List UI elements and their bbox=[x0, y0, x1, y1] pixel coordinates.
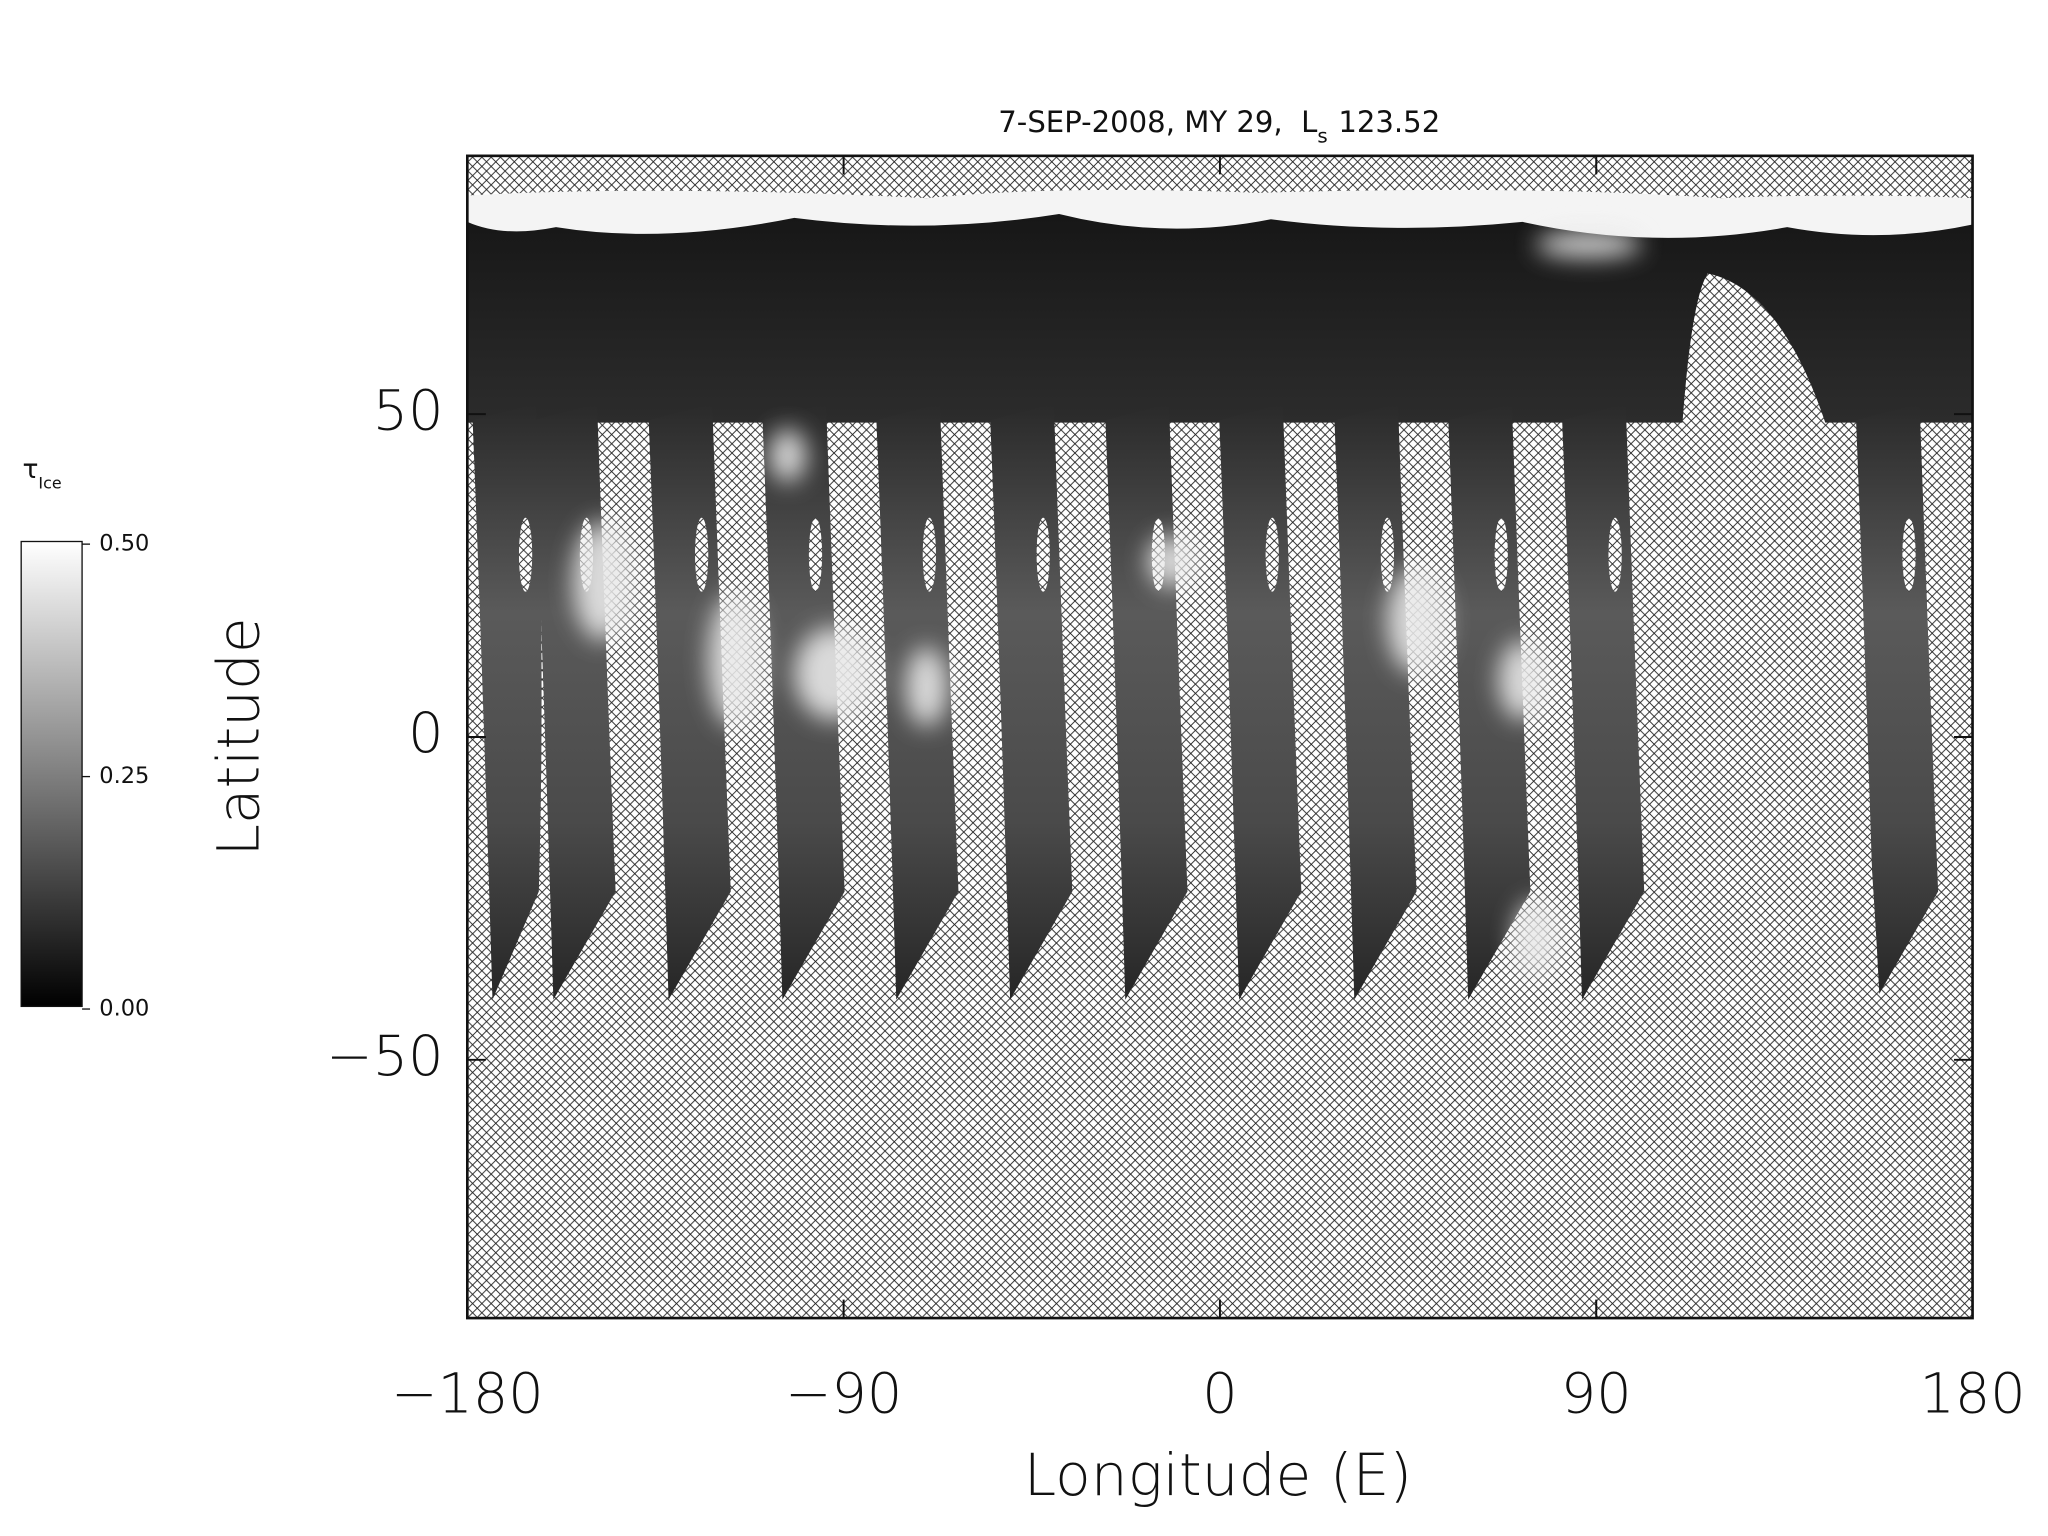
chart-title: 7-SEP-2008, MY 29, Ls 123.52 bbox=[998, 105, 1440, 148]
x-tick-label: 90 bbox=[1561, 1362, 1632, 1427]
colorbar-tick-label: 0.25 bbox=[99, 763, 149, 789]
colorbar-tick-label: 0.00 bbox=[99, 996, 149, 1022]
x-tick-label: 180 bbox=[1919, 1362, 2025, 1427]
colorbar-tick-label: 0.50 bbox=[99, 531, 149, 557]
y-axis-title: Latitude bbox=[204, 617, 272, 856]
x-tick-label: −180 bbox=[391, 1362, 544, 1427]
x-tick-label: 0 bbox=[1202, 1362, 1237, 1427]
y-tick-label: 0 bbox=[408, 701, 443, 766]
x-tick-label: −90 bbox=[785, 1362, 902, 1427]
map-image bbox=[467, 155, 1973, 1319]
colorbar bbox=[20, 540, 83, 1008]
x-axis-title: Longitude (E) bbox=[1024, 1441, 1412, 1509]
y-tick-label: 50 bbox=[373, 378, 444, 443]
colorbar-label: τIce bbox=[23, 454, 62, 493]
y-tick-label: −50 bbox=[326, 1024, 443, 1089]
